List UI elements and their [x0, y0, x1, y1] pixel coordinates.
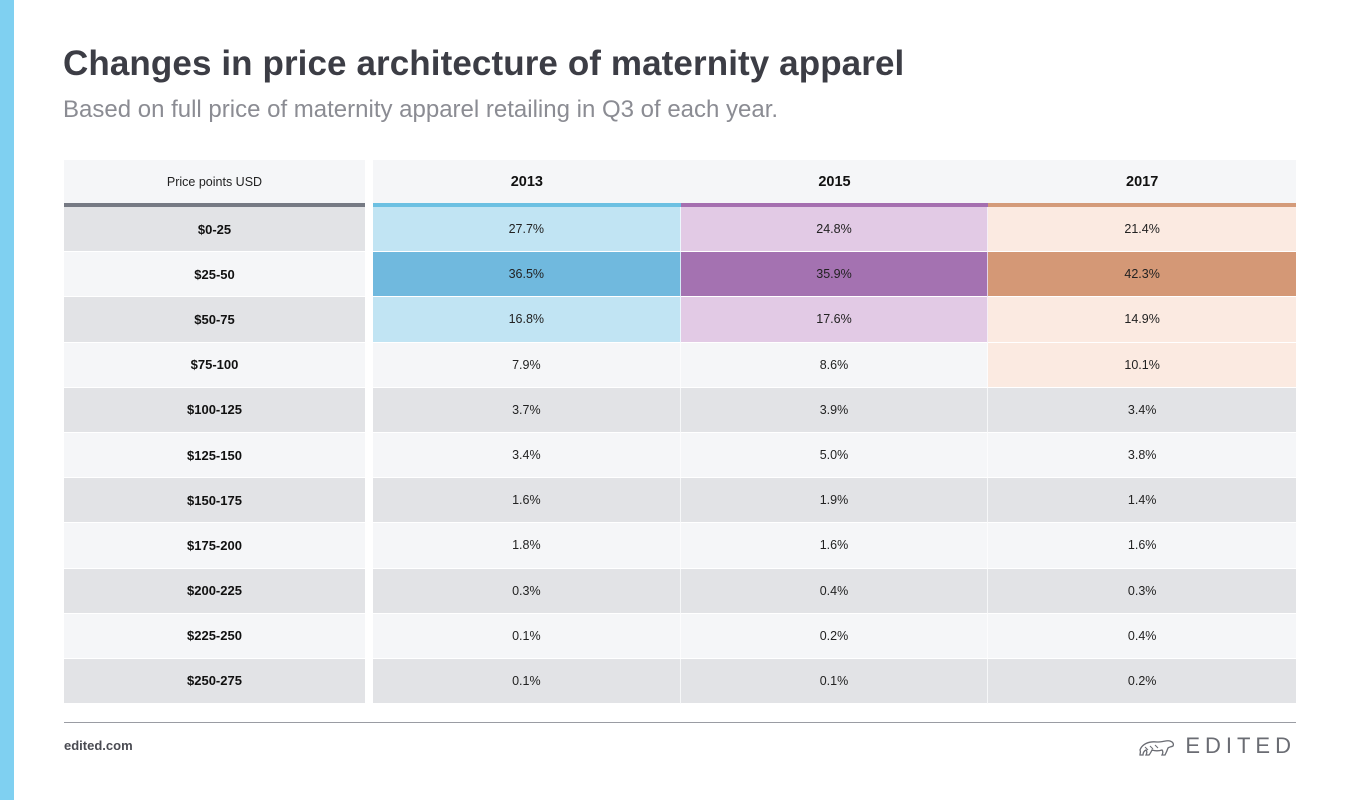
share-cell: 3.8% [988, 432, 1296, 479]
price-point-label: $75-100 [64, 342, 365, 388]
share-cell: 3.9% [680, 387, 989, 433]
share-cell: 21.4% [988, 207, 1296, 253]
share-cell: 1.8% [373, 523, 681, 569]
share-cell: 3.4% [373, 432, 681, 479]
share-cell: 0.1% [373, 613, 681, 659]
price-point-label: $100-125 [64, 387, 365, 433]
share-cell: 1.4% [988, 478, 1296, 524]
year-header-bar [988, 203, 1296, 207]
year-column-2015: 2015 24.8% 35.9% 17.6% 8.6% 3.9% 5.0% 1.9% 1.6% 0… [680, 160, 989, 705]
share-cell: 8.6% [680, 342, 989, 388]
price-point-label: $225-250 [64, 613, 365, 659]
year-column-2017: 2017 21.4% 42.3% 14.9% 10.1% 3.4% 3.8% 1.4% 1.6%… [988, 160, 1296, 705]
share-cell: 5.0% [680, 432, 989, 479]
price-point-label: $150-175 [64, 478, 365, 524]
row-label-column: Price points USD $0-25 $25-50 $50-75 $75-10… [64, 160, 365, 705]
share-cell: 24.8% [680, 207, 989, 253]
page-title: Changes in price architecture of materni… [63, 44, 905, 83]
year-header-bar [373, 203, 681, 207]
share-cell: 0.4% [680, 568, 989, 614]
row-header-label: Price points USD [64, 160, 365, 203]
left-accent-stripe [0, 0, 14, 800]
price-point-label: $0-25 [64, 207, 365, 253]
share-cell: 35.9% [680, 252, 989, 298]
share-cell: 16.8% [373, 297, 681, 343]
share-cell: 0.2% [988, 658, 1296, 705]
price-point-label: $25-50 [64, 252, 365, 298]
share-cell: 0.3% [373, 568, 681, 614]
footer-divider [64, 722, 1296, 723]
brand: EDITED [1137, 733, 1296, 759]
footer-url: edited.com [64, 738, 133, 753]
price-point-label: $50-75 [64, 297, 365, 343]
year-column-2013: 2013 27.7% 36.5% 16.8% 7.9% 3.7% 3.4% 1.6% 1.8% 0… [373, 160, 681, 705]
share-cell: 0.1% [680, 658, 989, 705]
price-point-label: $175-200 [64, 523, 365, 569]
share-cell: 0.1% [373, 658, 681, 705]
data-table: 2013 27.7% 36.5% 16.8% 7.9% 3.7% 3.4% 1.6% 1.8% 0… [373, 160, 1296, 705]
share-cell: 1.9% [680, 478, 989, 524]
share-cell: 7.9% [373, 342, 681, 388]
share-cell: 3.4% [988, 387, 1296, 433]
share-cell: 27.7% [373, 207, 681, 253]
polar-bear-logo-icon [1139, 740, 1175, 756]
year-header: 2015 [680, 160, 989, 203]
share-cell: 0.4% [988, 613, 1296, 659]
share-cell: 1.6% [680, 523, 989, 569]
share-cell: 0.3% [988, 568, 1296, 614]
price-point-label: $250-275 [64, 658, 365, 705]
year-header: 2013 [373, 160, 681, 203]
share-cell: 17.6% [680, 297, 989, 343]
page-subtitle: Based on full price of maternity apparel… [63, 96, 779, 123]
year-header: 2017 [988, 160, 1296, 203]
share-cell: 3.7% [373, 387, 681, 433]
share-cell: 36.5% [373, 252, 681, 298]
share-cell: 42.3% [988, 252, 1296, 298]
year-header-bar [680, 203, 989, 207]
price-point-label: $125-150 [64, 432, 365, 479]
share-cell: 14.9% [988, 297, 1296, 343]
brand-wordmark: EDITED [1185, 733, 1296, 758]
share-cell: 1.6% [988, 523, 1296, 569]
share-cell: 1.6% [373, 478, 681, 524]
share-cell: 0.2% [680, 613, 989, 659]
price-point-label: $200-225 [64, 568, 365, 614]
share-cell: 10.1% [988, 342, 1296, 388]
row-header-bar [64, 203, 365, 207]
